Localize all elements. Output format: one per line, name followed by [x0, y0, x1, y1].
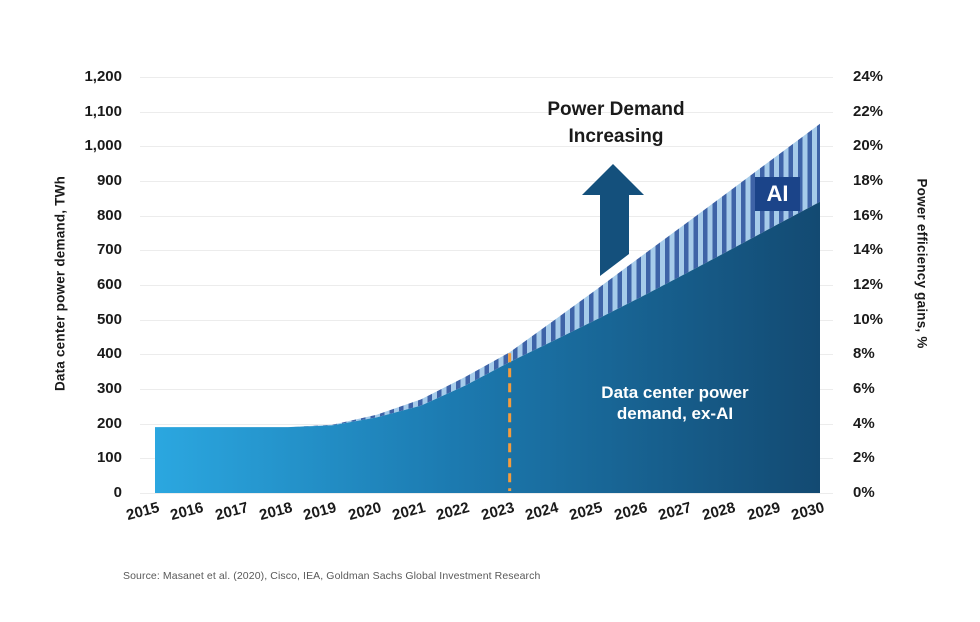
gridline	[140, 354, 833, 356]
left-axis-tick: 400	[96, 345, 122, 363]
ai-badge: AI	[755, 177, 800, 211]
ex-ai-area-label: Data center power demand, ex-AI	[557, 382, 793, 424]
right-axis-tick: 14%	[853, 241, 884, 259]
up-arrow-icon	[582, 164, 644, 276]
left-axis-tick: 300	[96, 380, 122, 397]
right-axis-tick: 20%	[853, 137, 884, 155]
right-axis-tick: 16%	[853, 206, 884, 224]
annotation-line-2: Increasing	[568, 126, 664, 147]
left-axis-tick: 200	[96, 414, 122, 432]
right-axis-tick: 22%	[853, 102, 884, 120]
left-axis-tick: 1,000	[84, 137, 122, 155]
gridline	[140, 215, 833, 217]
left-axis-tick: 900	[96, 172, 122, 189]
ai-demand-area	[155, 123, 820, 428]
right-axis-title: Power efficiency gains, %	[914, 178, 930, 349]
ai-badge-label: AI	[766, 181, 789, 206]
right-axis-tick: 10%	[853, 310, 884, 328]
right-axis-tick: 4%	[853, 414, 875, 432]
gridline	[140, 111, 833, 113]
left-axis-tick: 600	[96, 276, 122, 293]
area-label-line-1: Data center power	[601, 383, 749, 402]
annotation-line-1: Power Demand	[547, 99, 685, 120]
area-label-line-2: demand, ex-AI	[616, 404, 734, 423]
right-axis-tick: 8%	[853, 345, 875, 363]
right-axis-tick: 2%	[853, 449, 875, 467]
left-axis-tick: 700	[96, 241, 122, 259]
left-axis-tick: 800	[96, 206, 122, 224]
gridline	[140, 493, 833, 494]
right-axis-tick: 6%	[853, 380, 875, 397]
gridline	[140, 250, 833, 252]
gridline	[140, 181, 833, 182]
right-axis-tick: 0%	[853, 484, 875, 501]
right-axis-tick: 24%	[853, 68, 884, 85]
left-axis-tick: 500	[96, 310, 122, 328]
left-axis-tick: 100	[96, 449, 122, 467]
source-text: Source: Masanet et al. (2020), Cisco, IE…	[123, 570, 541, 582]
left-axis-tick: 0	[113, 484, 122, 501]
right-axis-tick: 12%	[853, 276, 884, 293]
right-axis-tick: 18%	[853, 172, 884, 189]
power-demand-annotation: Power Demand Increasing	[500, 96, 732, 150]
ex-ai-demand-area	[155, 201, 820, 494]
left-axis-tick: 1,100	[84, 102, 122, 120]
gridline	[140, 146, 833, 148]
gridline	[140, 285, 833, 286]
left-axis-tick: 1,200	[84, 68, 122, 85]
left-axis-title: Data center power demand, TWh	[52, 175, 68, 392]
gridline	[140, 319, 833, 321]
gridline	[140, 77, 833, 78]
